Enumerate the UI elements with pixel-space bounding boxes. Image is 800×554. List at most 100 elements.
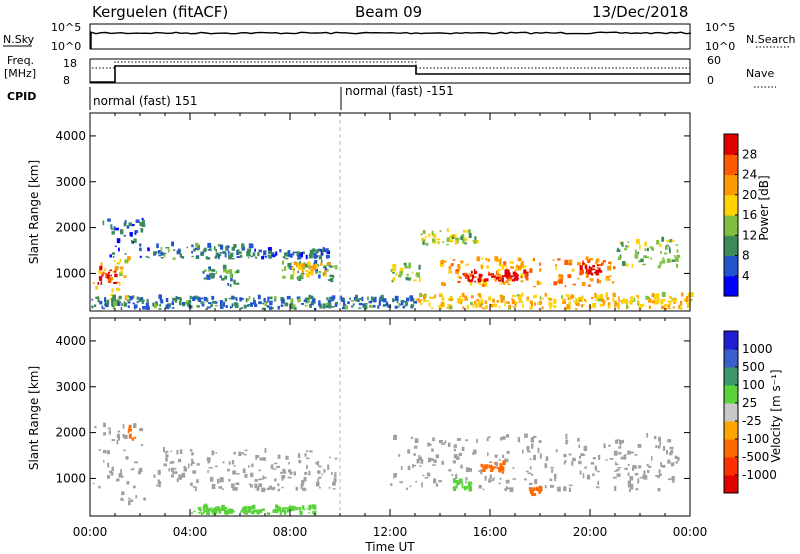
- scatter-cell: [468, 279, 473, 283]
- scatter-cell: [262, 475, 265, 480]
- scatter-cell: [171, 241, 174, 247]
- scatter-cell: [406, 273, 409, 277]
- scatter-cell: [132, 295, 135, 299]
- scatter-cell: [302, 251, 305, 255]
- scatter-cell: [510, 275, 514, 278]
- scatter-cell: [119, 281, 121, 286]
- colorbar-tick-label: 28: [742, 147, 757, 161]
- scatter-cell: [465, 486, 469, 489]
- scatter-cell: [254, 479, 258, 482]
- scatter-cell: [566, 303, 571, 309]
- scatter-cell: [226, 248, 229, 251]
- scatter-cell: [114, 270, 117, 273]
- scatter-cell: [294, 507, 299, 511]
- scatter-cell: [280, 471, 284, 474]
- scatter-cell: [517, 257, 522, 262]
- scatter-cell: [516, 294, 520, 297]
- scatter-cell: [486, 437, 489, 442]
- scatter-cell: [168, 468, 171, 472]
- scatter-cell: [453, 448, 456, 452]
- velocity-panel-frame: [89, 317, 691, 517]
- scatter-cell: [325, 254, 329, 259]
- scatter-cell: [395, 272, 398, 276]
- scatter-cell: [430, 458, 434, 461]
- scatter-cell: [657, 265, 661, 269]
- scatter-cell: [555, 263, 557, 267]
- scatter-cell: [488, 479, 492, 483]
- scatter-cell: [508, 304, 512, 309]
- scatter-cell: [620, 241, 624, 246]
- scatter-cell: [451, 474, 454, 476]
- scatter-cell: [635, 295, 638, 297]
- scatter-cell: [118, 301, 122, 303]
- scatter-cell: [394, 295, 399, 301]
- scatter-cell: [621, 245, 624, 247]
- scatter-cell: [448, 469, 452, 472]
- scatter-cell: [358, 298, 362, 300]
- scatter-cell: [164, 451, 168, 454]
- scatter-cell: [161, 252, 165, 256]
- scatter-cell: [594, 292, 597, 298]
- scatter-cell: [216, 478, 220, 484]
- scatter-cell: [658, 436, 661, 442]
- scatter-cell: [134, 461, 138, 464]
- scatter-cell: [103, 422, 106, 428]
- scatter-cell: [268, 296, 272, 300]
- scatter-cell: [246, 251, 250, 257]
- scatter-cell: [283, 470, 286, 474]
- y-tick-label: 1000: [55, 266, 86, 280]
- scatter-cell: [568, 487, 571, 492]
- scatter-cell: [614, 302, 617, 307]
- scatter-cell: [247, 304, 252, 306]
- scatter-cell: [503, 282, 506, 285]
- scatter-cell: [447, 304, 452, 306]
- scatter-cell: [392, 277, 396, 282]
- scatter-cell: [666, 450, 668, 455]
- scatter-cell: [241, 452, 245, 455]
- scatter-cell: [318, 274, 321, 279]
- scatter-cell: [320, 262, 323, 266]
- cpid-label: CPID: [7, 90, 36, 103]
- colorbar-swatch: [724, 403, 738, 422]
- scatter-cell: [283, 509, 287, 515]
- scatter-cell: [245, 298, 248, 303]
- scatter-cell: [200, 297, 204, 300]
- scatter-cell: [132, 302, 135, 305]
- scatter-cell: [267, 248, 271, 253]
- scatter-cell: [578, 299, 581, 302]
- scatter-cell: [611, 281, 615, 284]
- scatter-cell: [340, 297, 344, 302]
- scatter-cell: [322, 303, 326, 309]
- scatter-cell: [342, 300, 346, 306]
- scatter-cell: [505, 280, 509, 284]
- scatter-cell: [507, 487, 511, 490]
- scatter-cell: [533, 494, 537, 496]
- scatter-cell: [492, 275, 496, 278]
- scatter-cell: [517, 294, 522, 300]
- scatter-cell: [118, 295, 122, 300]
- scatter-cell: [629, 488, 631, 493]
- scatter-cell: [582, 262, 585, 265]
- scatter-cell: [238, 452, 242, 457]
- scatter-cell: [122, 424, 125, 429]
- scatter-cell: [209, 476, 214, 482]
- scatter-cell: [308, 511, 310, 514]
- scatter-cell: [603, 443, 606, 449]
- scatter-cell: [123, 234, 126, 237]
- scatter-cell: [301, 303, 305, 305]
- scatter-cell: [505, 276, 509, 278]
- scatter-cell: [594, 465, 597, 471]
- scatter-cell: [681, 292, 684, 297]
- scatter-cell: [494, 276, 497, 282]
- scatter-cell: [266, 305, 269, 308]
- scatter-cell: [288, 250, 291, 252]
- scatter-cell: [147, 247, 150, 252]
- scatter-cell: [230, 306, 233, 308]
- scatter-cell: [249, 483, 251, 485]
- scatter-cell: [398, 274, 402, 278]
- time-tick-label: 16:00: [473, 525, 508, 539]
- scatter-cell: [662, 298, 666, 302]
- scatter-cell: [529, 482, 533, 485]
- scatter-cell: [160, 257, 164, 259]
- scatter-cell: [452, 460, 456, 464]
